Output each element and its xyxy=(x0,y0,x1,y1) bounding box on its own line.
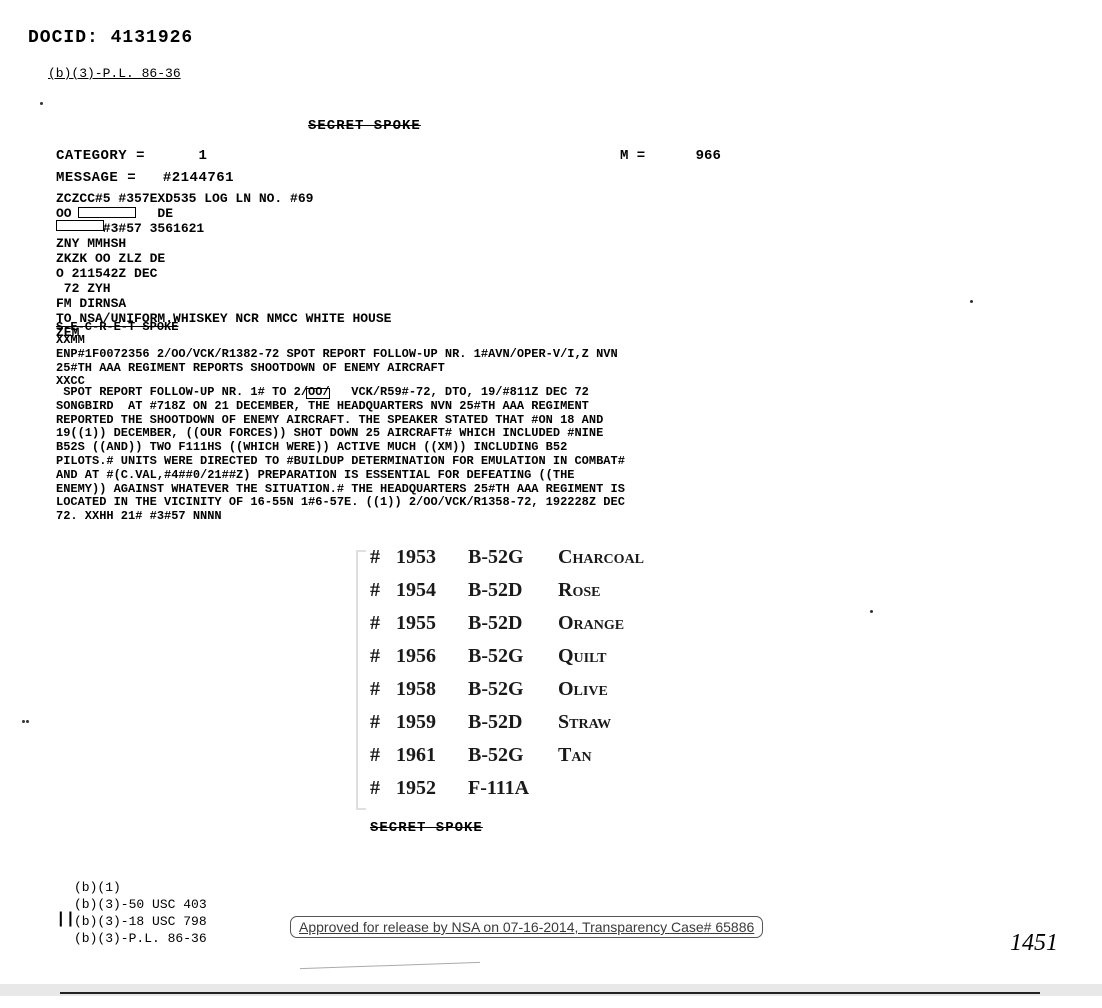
hw-hash: # xyxy=(370,645,396,668)
message-label: MESSAGE = xyxy=(56,170,136,186)
classification-mid: S-E-C-R-E-T SPOKE xyxy=(56,320,178,334)
scan-speck xyxy=(22,720,25,723)
docid: DOCID: 4131926 xyxy=(28,28,193,48)
hw-name: Orange xyxy=(558,612,624,635)
handwritten-page-number: 1451 xyxy=(1010,930,1058,957)
exemption-codes: (b)(1) (b)(3)-50 USC 403 (b)(3)-18 USC 7… xyxy=(74,880,207,948)
redaction-box xyxy=(56,220,104,231)
table-row: #1959B-52DStraw xyxy=(370,711,644,734)
top-exemption-code: (b)(3)-P.L. 86-36 xyxy=(48,66,181,81)
m-row: M = 966 xyxy=(620,148,721,164)
hw-name: Rose xyxy=(558,579,600,602)
scan-bottom-edge xyxy=(0,984,1102,996)
message-value: #2144761 xyxy=(163,170,234,186)
scan-line xyxy=(60,992,1040,994)
hw-num: 1956 xyxy=(396,645,468,668)
exemption-line: (b)(3)-18 USC 798 xyxy=(74,914,207,931)
bracket-mark xyxy=(356,550,366,810)
m-label: M = xyxy=(620,148,645,164)
hw-num: 1953 xyxy=(396,546,468,569)
category-row: CATEGORY = 1 xyxy=(56,148,207,164)
document-page: DOCID: 4131926 (b)(3)-P.L. 86-36 SECRET … xyxy=(0,0,1102,1008)
hw-name: Olive xyxy=(558,678,608,701)
table-row: #1956B-52GQuilt xyxy=(370,645,644,668)
approval-stamp: Approved for release by NSA on 07-16-201… xyxy=(290,916,763,938)
hw-model: B-52G xyxy=(468,645,558,668)
table-row: #1953B-52GCharcoal xyxy=(370,546,644,569)
redaction-box xyxy=(78,207,136,218)
classification-top: SECRET SPOKE xyxy=(308,118,421,134)
hw-model: F-111A xyxy=(468,777,558,800)
exemption-line: (b)(3)-P.L. 86-36 xyxy=(74,931,207,948)
message-row: MESSAGE = #2144761 xyxy=(56,170,234,186)
scan-speck xyxy=(40,102,43,105)
hw-hash: # xyxy=(370,678,396,701)
hw-model: B-52D xyxy=(468,711,558,734)
category-label: CATEGORY = xyxy=(56,148,145,164)
hw-hash: # xyxy=(370,546,396,569)
table-row: #1958B-52GOlive xyxy=(370,678,644,701)
scan-artifact-line xyxy=(300,962,480,969)
hw-num: 1955 xyxy=(396,612,468,635)
table-row: #1952F-111A xyxy=(370,777,644,800)
scan-speck xyxy=(26,720,29,723)
handwritten-table: #1953B-52GCharcoal #1954B-52DRose #1955B… xyxy=(370,546,644,810)
hw-hash: # xyxy=(370,777,396,800)
hw-model: B-52D xyxy=(468,579,558,602)
table-row: #1961B-52GTan xyxy=(370,744,644,767)
hw-hash: # xyxy=(370,744,396,767)
table-row: #1955B-52DOrange xyxy=(370,612,644,635)
exemption-line: (b)(3)-50 USC 403 xyxy=(74,897,207,914)
exemption-line: (b)(1) xyxy=(74,880,207,897)
hw-model: B-52G xyxy=(468,678,558,701)
hw-name: Tan xyxy=(558,744,592,767)
hw-hash: # xyxy=(370,612,396,635)
m-value: 966 xyxy=(696,148,721,164)
hw-num: 1952 xyxy=(396,777,468,800)
double-bar-mark: || xyxy=(56,910,75,928)
classification-bottom: SECRET SPOKE xyxy=(370,820,483,836)
hw-hash: # xyxy=(370,579,396,602)
hw-name: Quilt xyxy=(558,645,607,668)
hw-num: 1961 xyxy=(396,744,468,767)
table-row: #1954B-52DRose xyxy=(370,579,644,602)
scan-speck xyxy=(870,610,873,613)
body-block-1: XXMM ENP#1F0072356 2/OO/VCK/R1382-72 SPO… xyxy=(56,334,618,389)
hw-hash: # xyxy=(370,711,396,734)
hw-name: Straw xyxy=(558,711,611,734)
hw-model: B-52D xyxy=(468,612,558,635)
hw-model: B-52G xyxy=(468,546,558,569)
hw-num: 1958 xyxy=(396,678,468,701)
hw-model: B-52G xyxy=(468,744,558,767)
hw-name: Charcoal xyxy=(558,546,644,569)
category-value: 1 xyxy=(198,148,207,164)
hw-num: 1954 xyxy=(396,579,468,602)
scan-speck xyxy=(970,300,973,303)
body-block-2: SPOT REPORT FOLLOW-UP NR. 1# TO 2/OO/ VC… xyxy=(56,386,625,524)
hw-num: 1959 xyxy=(396,711,468,734)
